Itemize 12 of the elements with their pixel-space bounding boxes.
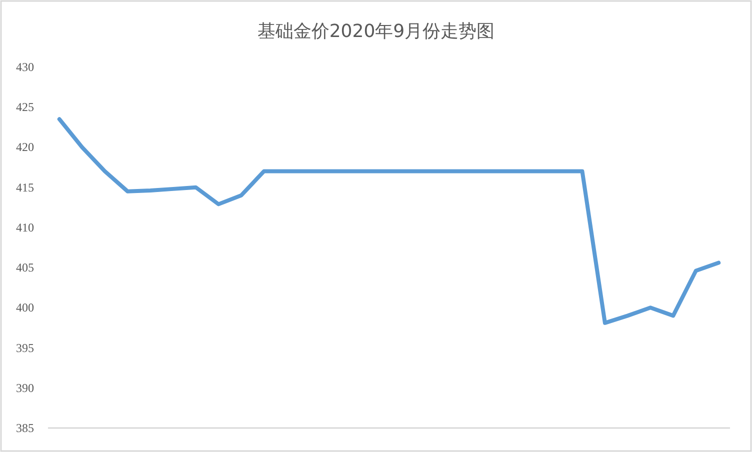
y-tick-label: 385	[16, 421, 34, 435]
y-tick-label: 390	[16, 380, 34, 395]
y-tick-label: 415	[16, 180, 34, 194]
y-tick-label: 400	[16, 300, 34, 315]
y-tick-label: 425	[16, 100, 34, 114]
line-series	[57, 117, 721, 325]
y-tick-label: 430	[16, 60, 34, 74]
y-tick-label: 395	[16, 340, 34, 355]
y-tick-label: 405	[16, 260, 34, 275]
y-tick-label: 410	[16, 220, 34, 234]
y-tick-label: 420	[16, 140, 34, 154]
chart-title: 基础金价2020年9月份走势图	[257, 21, 495, 42]
